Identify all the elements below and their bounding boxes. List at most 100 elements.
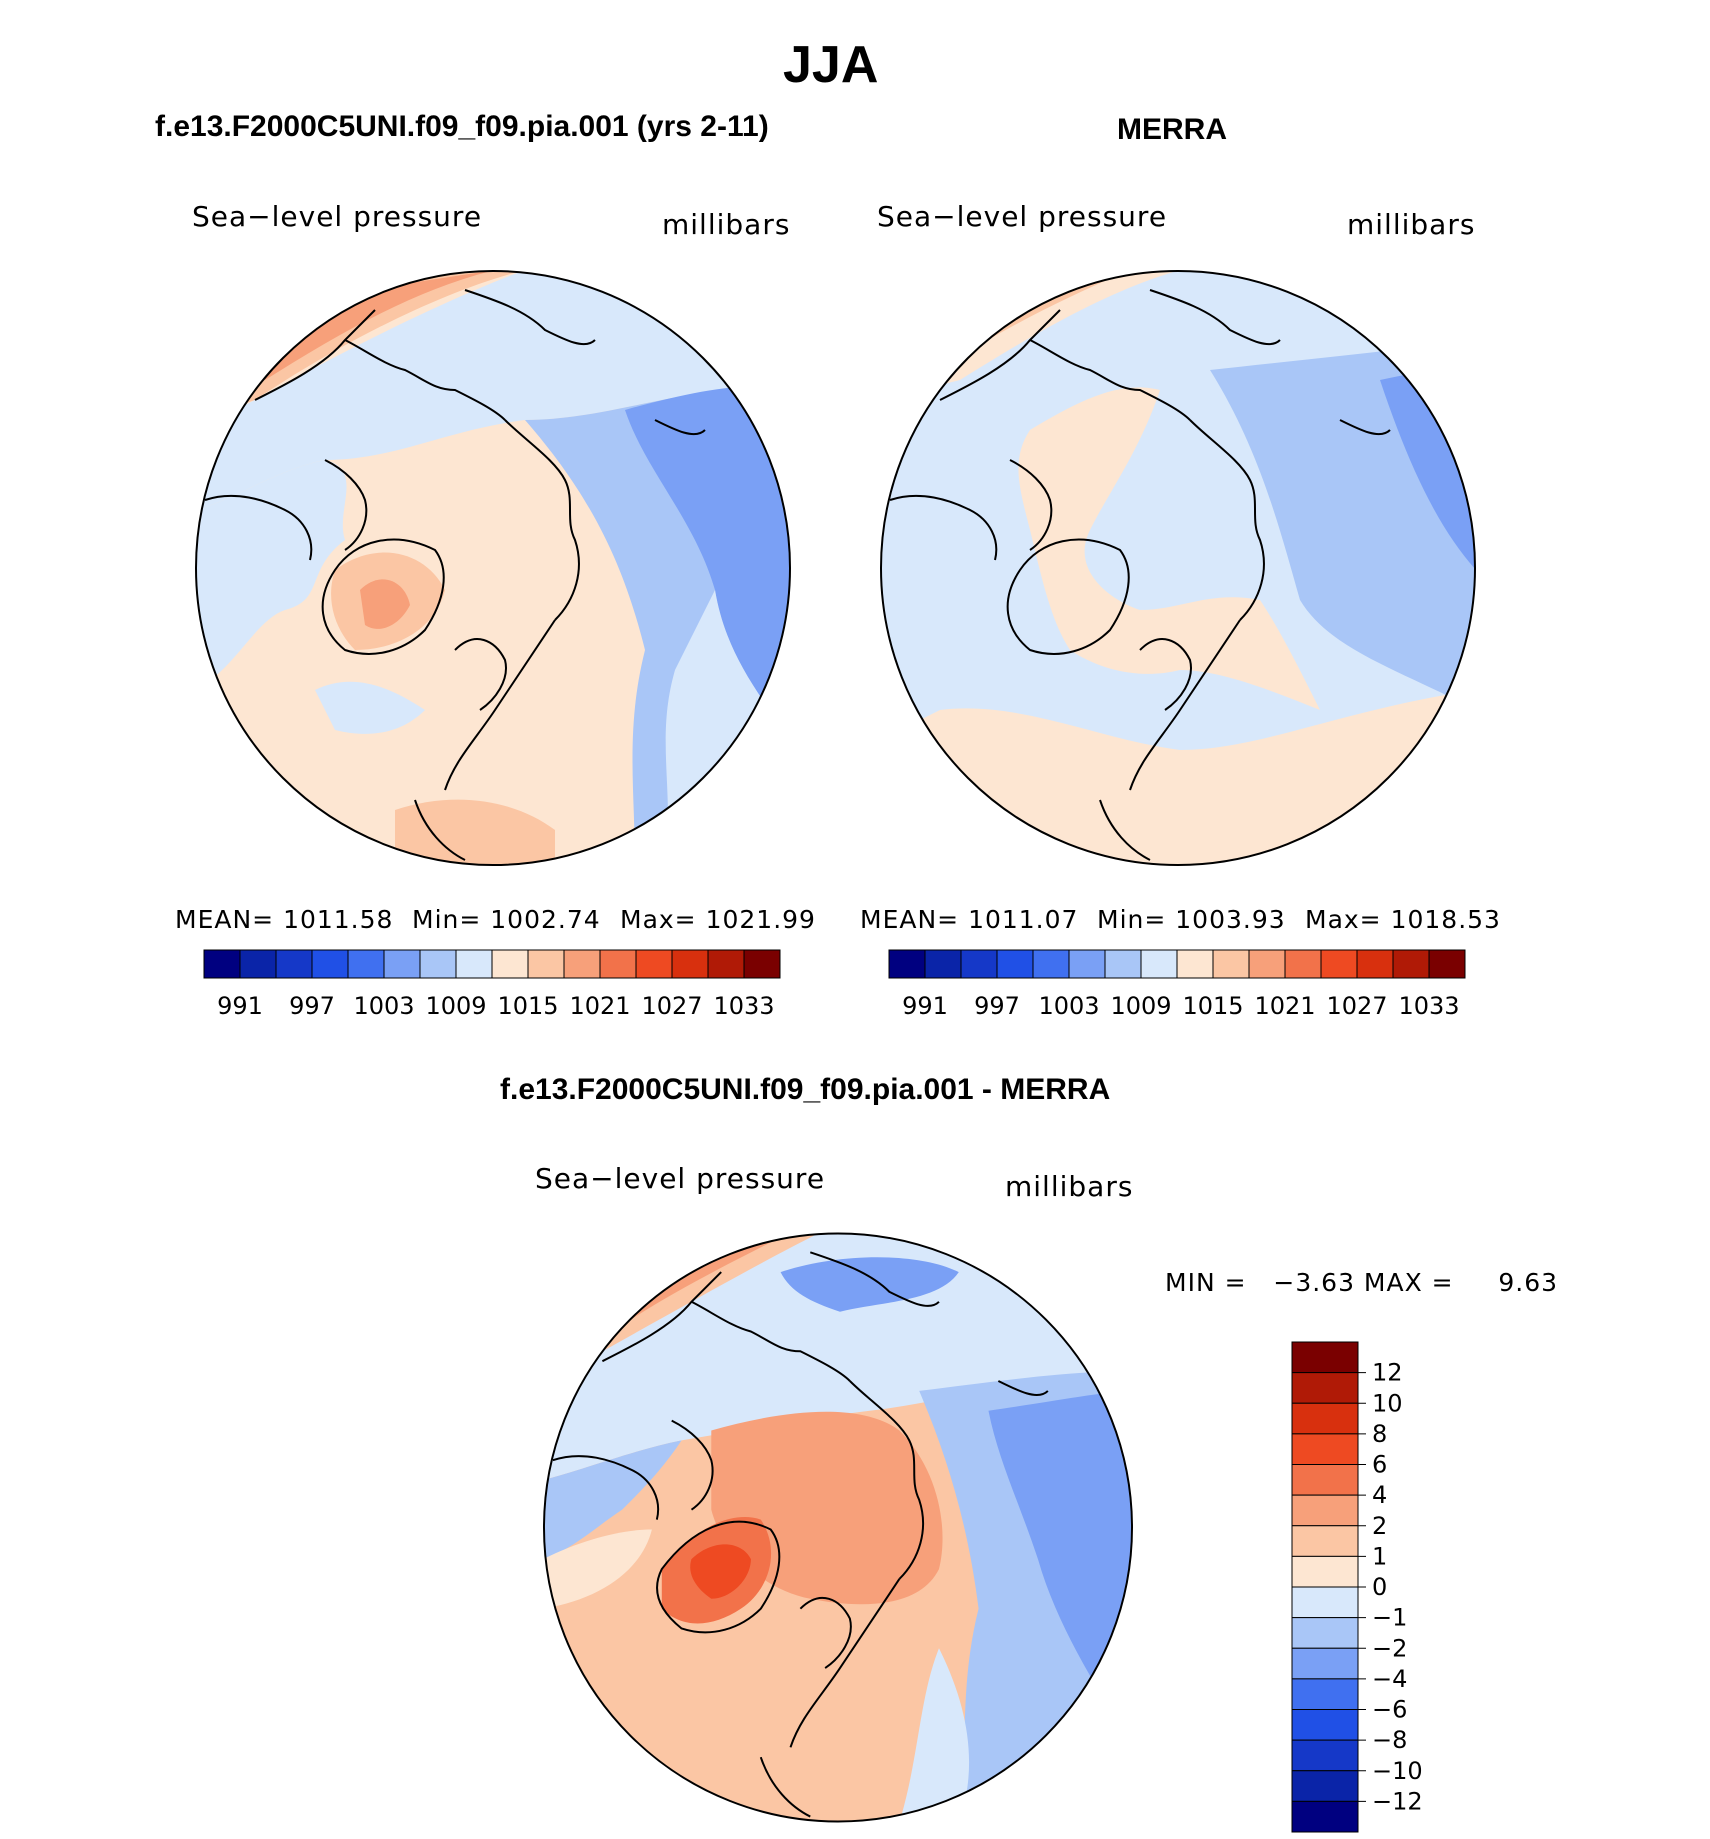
colorbar-swatch [1428, 949, 1466, 979]
colorbar-swatch [491, 949, 529, 979]
panel-title-model: f.e13.F2000C5UNI.f09_f09.pia.001 (yrs 2-… [155, 110, 769, 143]
polar-map-diff [543, 1232, 1133, 1823]
colorbar-tick-label: 6 [1372, 1451, 1387, 1479]
greenland-high-core [360, 579, 410, 629]
colorbar-swatch [888, 949, 926, 979]
north-negative-core [780, 1257, 959, 1312]
colorbar-swatch [960, 949, 998, 979]
colorbar-tick-label: −6 [1372, 1696, 1407, 1724]
colorbar-swatch [1068, 949, 1106, 979]
east-negative-core [988, 1390, 1133, 1748]
coastlines [552, 1251, 1049, 1818]
variable-label-obs: Sea−level pressure [877, 200, 1168, 233]
main-title: JJA [783, 36, 879, 94]
colorbar-swatch [1140, 949, 1178, 979]
colorbar-swatch [1212, 949, 1250, 979]
colorbar-tick-label: 1003 [353, 992, 414, 1020]
colorbar-tick-label: 1003 [1038, 992, 1099, 1020]
colorbar-tick-label: 1 [1372, 1542, 1387, 1570]
colorbar-swatch [1291, 1555, 1359, 1588]
colorbar-swatch [1291, 1402, 1359, 1435]
colorbar-swatch [671, 949, 709, 979]
polar-map-model [195, 270, 791, 866]
colorbar-tick-label: 10 [1372, 1389, 1403, 1417]
polar-map-obs [880, 270, 1476, 866]
colorbar-swatch [1104, 949, 1142, 979]
variable-label-model: Sea−level pressure [192, 200, 483, 233]
map-border [880, 270, 1476, 866]
colorbar-swatch [1291, 1372, 1359, 1404]
map-border [543, 1232, 1133, 1823]
colorbar-tick-label: 997 [974, 992, 1020, 1020]
west-positive-tongue [543, 1529, 652, 1609]
colorbar-tick-label: 991 [217, 992, 263, 1020]
colorbar-obs: 991 997 1003 1009 1015 1021 1027 1033 [888, 949, 1466, 1020]
units-label-obs: millibars [1347, 208, 1476, 241]
diff-min-max: MIN = −3.63 MAX = 9.63 [1165, 1268, 1559, 1297]
low-patch-south [315, 681, 425, 734]
colorbar-swatch [707, 949, 745, 979]
stat-min-model: Min= 1002.74 [412, 905, 601, 934]
colorbar-swatch [1291, 1800, 1359, 1833]
colorbar-tick-label: 8 [1372, 1420, 1387, 1448]
high-pressure-nw-core [235, 271, 495, 380]
colorbar-swatch [527, 949, 565, 979]
colorbar-tick-label: 12 [1372, 1359, 1403, 1387]
high-fringe-south [395, 799, 555, 865]
colorbar-swatch [383, 949, 421, 979]
colorbar-tick-label: −8 [1372, 1726, 1407, 1754]
east-light-band [899, 1648, 970, 1822]
colorbar-tick-label: −10 [1372, 1757, 1423, 1785]
colorbar-tick-label: 1033 [713, 992, 774, 1020]
stat-max-model: Max= 1021.99 [620, 905, 816, 934]
colorbar-swatch [563, 949, 601, 979]
colorbar-swatch [743, 949, 781, 979]
colorbar-tick-label: 1015 [1182, 992, 1243, 1020]
south-high-band [881, 690, 1475, 865]
low-core-east [625, 386, 790, 740]
colorbar-swatch [1291, 1770, 1359, 1802]
colorbar-swatch [1392, 949, 1430, 979]
colorbar-tick-label: −1 [1372, 1604, 1407, 1632]
colorbar-tick-label: 1009 [425, 992, 486, 1020]
colorbar-swatch [1291, 1739, 1359, 1772]
colorbar-tick-label: 997 [289, 992, 335, 1020]
colorbar-swatch [1291, 1494, 1359, 1527]
coastlines [204, 289, 706, 861]
colorbar-swatch [311, 949, 349, 979]
variable-label-diff: Sea−level pressure [535, 1162, 826, 1195]
colorbar-swatch [996, 949, 1034, 979]
colorbar-swatch [635, 949, 673, 979]
map-border [195, 270, 791, 866]
stat-mean-model: MEAN= 1011.58 [175, 905, 394, 934]
colorbar-swatch [1291, 1341, 1359, 1374]
colorbar-swatch [1291, 1433, 1359, 1465]
colorbar-swatch [1291, 1525, 1359, 1557]
stat-min-obs: Min= 1003.93 [1097, 905, 1286, 934]
colorbar-tick-label: 0 [1372, 1573, 1387, 1601]
colorbar-swatch [455, 949, 493, 979]
colorbar-swatch [1291, 1617, 1359, 1649]
colorbar-swatch [239, 949, 277, 979]
colorbar-swatch [1356, 949, 1394, 979]
colorbar-swatch [203, 949, 241, 979]
colorbar-tick-label: 1021 [569, 992, 630, 1020]
stat-max-obs: Max= 1018.53 [1305, 905, 1501, 934]
colorbar-swatch [1291, 1647, 1359, 1680]
stat-mean-obs: MEAN= 1011.07 [860, 905, 1079, 934]
colorbar-swatch [1291, 1678, 1359, 1710]
colorbar-swatch [1291, 1709, 1359, 1741]
central-ridge [1018, 387, 1320, 710]
colorbar-swatch [1176, 949, 1214, 979]
panel-title-obs: MERRA [1117, 113, 1227, 146]
colorbar-tick-label: −4 [1372, 1665, 1407, 1693]
greenland-positive-core [690, 1544, 751, 1599]
colorbar-tick-label: 1009 [1110, 992, 1171, 1020]
colorbar-tick-label: 1027 [1326, 992, 1387, 1020]
colorbar-swatch [599, 949, 637, 979]
west-negative [543, 1440, 682, 1560]
colorbar-tick-label: 1027 [641, 992, 702, 1020]
colorbar-swatch [1320, 949, 1358, 979]
colorbar-model: 991 997 1003 1009 1015 1021 1027 1033 [203, 949, 781, 1020]
units-label-model: millibars [662, 208, 791, 241]
